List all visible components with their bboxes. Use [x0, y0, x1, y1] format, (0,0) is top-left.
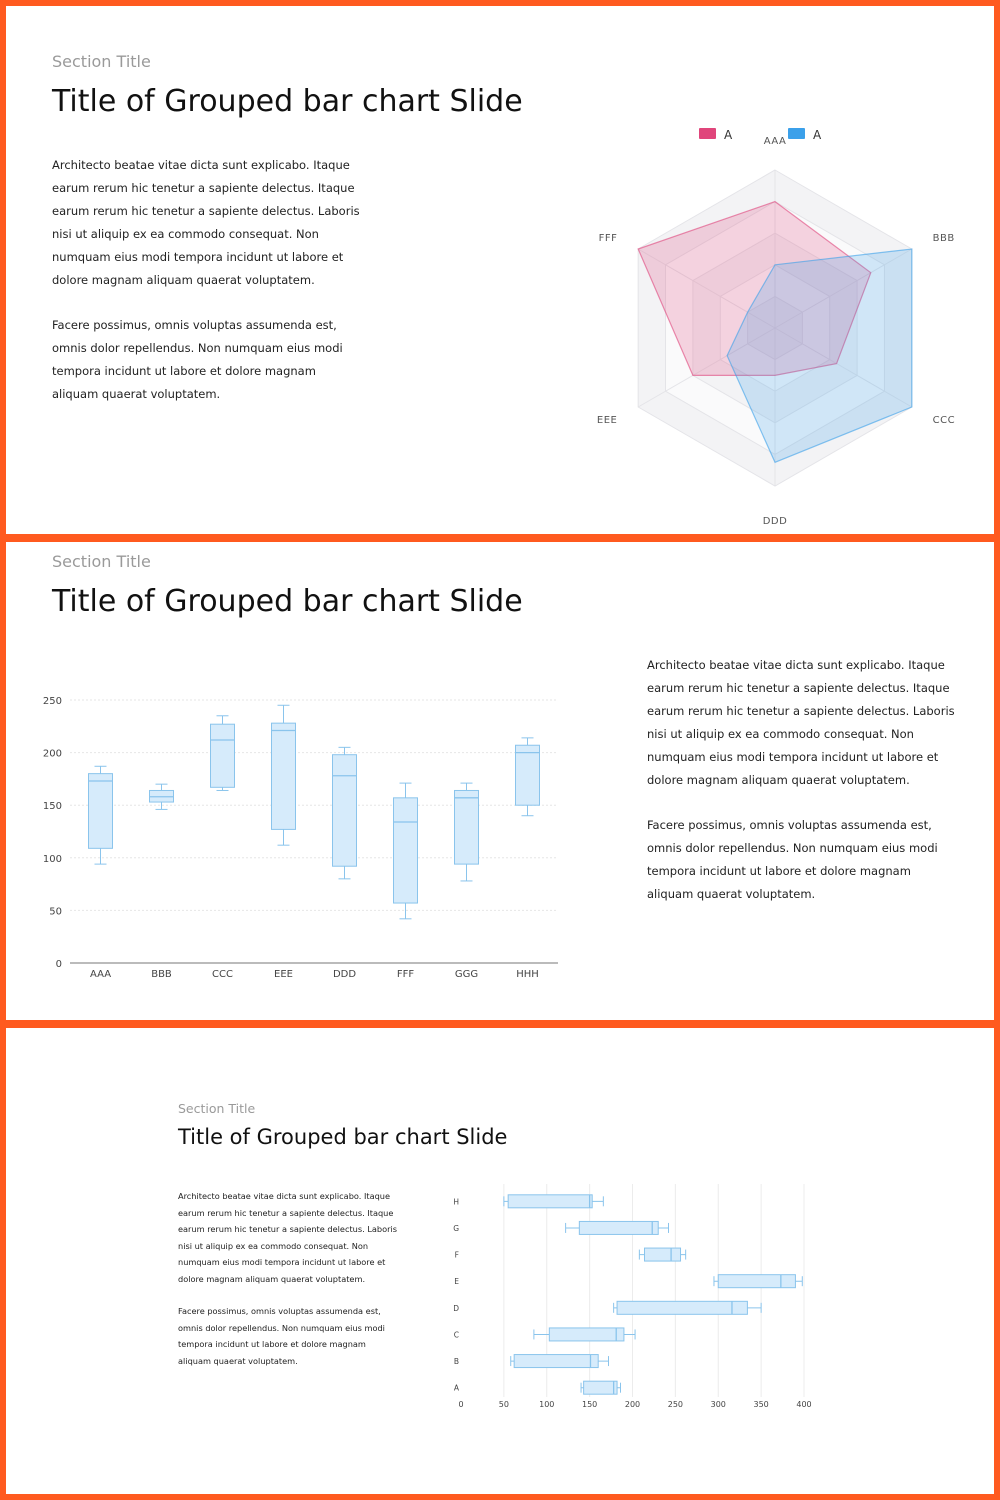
x-tick-label: GGG: [455, 969, 478, 980]
x-tick-label: FFF: [397, 969, 415, 980]
y-tick-label: 150: [43, 801, 62, 812]
box-body: [513, 1354, 599, 1369]
x-tick-label: HHH: [516, 969, 539, 980]
y-tick-label: E: [454, 1277, 459, 1286]
x-tick-label: 0: [458, 1400, 463, 1409]
body-paragraph-2: Facere possimus, omnis voluptas assumend…: [178, 1306, 385, 1366]
box-body: [548, 1327, 625, 1342]
x-tick-label: AAA: [90, 969, 111, 980]
section-title: Section Title: [178, 1101, 256, 1116]
y-tick-label: B: [454, 1357, 459, 1366]
legend-label: A: [724, 128, 733, 142]
slide-3: Section Title Title of Grouped bar chart…: [6, 1028, 994, 1494]
legend-swatch: [699, 128, 716, 139]
box-body: [393, 797, 418, 904]
slide-title: Title of Grouped bar chart Slide: [178, 1125, 508, 1149]
y-tick-label: 0: [56, 959, 62, 970]
x-tick-label: 350: [753, 1400, 768, 1409]
x-tick-label: 250: [668, 1400, 683, 1409]
body-paragraph-1: Architecto beatae vitae dicta sunt expli…: [178, 1191, 398, 1284]
radar-spoke: [774, 248, 913, 329]
radar-series-2-area: [726, 248, 913, 464]
y-tick-label: H: [453, 1197, 459, 1206]
box-body: [616, 1300, 748, 1315]
x-tick-label: DDD: [333, 969, 356, 980]
y-tick-label: 250: [43, 696, 62, 707]
vertical-boxplot-chart: 0 50 100 150 200 250 AAA BBB CCC EEE DDD FFF GGG HHH: [43, 696, 558, 980]
radar-spoke: [637, 327, 776, 408]
box-body: [578, 1220, 659, 1235]
y-tick-label: 200: [43, 749, 62, 760]
x-tick-label: CCC: [212, 969, 233, 980]
y-tick-label: A: [454, 1384, 460, 1393]
slide-title: Title of Grouped bar chart Slide: [52, 84, 523, 119]
x-tick-label: 100: [539, 1400, 554, 1409]
body-paragraph-2: Facere possimus, omnis voluptas assumend…: [647, 818, 938, 901]
x-tick-label: 300: [711, 1400, 726, 1409]
body-paragraph-1: Architecto beatae vitae dicta sunt expli…: [647, 658, 955, 787]
box-body: [515, 744, 540, 806]
body-paragraph-2: Facere possimus, omnis voluptas assumend…: [52, 318, 343, 401]
box-body: [88, 773, 113, 849]
radar-axis-label: FFF: [599, 233, 618, 244]
legend-swatch: [788, 128, 805, 139]
y-tick-label: C: [454, 1330, 459, 1339]
radar-series-1-area: [637, 200, 872, 376]
box-body: [332, 754, 357, 867]
radar-axis-label: DDD: [763, 516, 788, 527]
slide-2: Section Title Title of Grouped bar chart…: [6, 542, 994, 1020]
radar-spoke: [637, 248, 776, 329]
slide-1: Section Title Title of Grouped bar chart…: [6, 6, 994, 534]
x-tick-label: 200: [625, 1400, 640, 1409]
radar-axis-label: EEE: [597, 415, 617, 426]
box-body: [507, 1194, 593, 1209]
y-tick-label: 50: [49, 906, 62, 917]
y-tick-label: G: [453, 1224, 459, 1233]
radar-chart: AAA BBB CCC DDD EEE FFF A A: [597, 128, 955, 527]
box-body: [210, 723, 235, 788]
box-body: [271, 722, 296, 830]
radar-axis-label: AAA: [764, 136, 787, 147]
body-paragraph-1: Architecto beatae vitae dicta sunt expli…: [52, 158, 360, 287]
x-tick-label: BBB: [151, 969, 172, 980]
box-body: [717, 1274, 796, 1289]
section-title: Section Title: [52, 52, 151, 71]
x-tick-label: 150: [582, 1400, 597, 1409]
horizontal-boxplot-chart: 0 50 100 150 200 250 300 350 400 H G F E D C B A: [453, 1184, 812, 1409]
x-tick-label: 50: [499, 1400, 509, 1409]
box-body: [454, 789, 479, 865]
section-title: Section Title: [52, 552, 151, 571]
radar-axis-label: CCC: [933, 415, 955, 426]
legend-label: A: [813, 128, 822, 142]
x-tick-label: 400: [796, 1400, 811, 1409]
box-body: [644, 1247, 682, 1262]
y-tick-label: D: [453, 1304, 459, 1313]
y-tick-label: 100: [43, 854, 62, 865]
radar-spoke: [774, 327, 913, 408]
x-tick-label: EEE: [274, 969, 293, 980]
radar-axis-label: BBB: [933, 233, 955, 244]
slide-title: Title of Grouped bar chart Slide: [52, 584, 523, 619]
box-body: [583, 1380, 618, 1395]
y-tick-label: F: [455, 1251, 459, 1260]
